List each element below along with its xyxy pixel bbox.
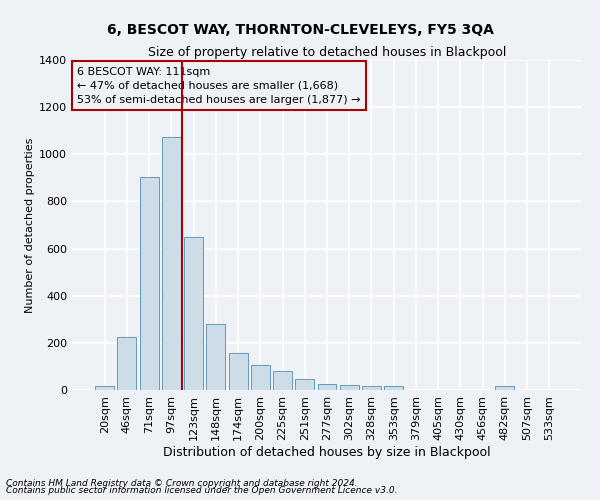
Bar (162, 136, 181, 390)
Bar (317, 384, 337, 390)
Bar (140, 176, 158, 390)
Bar (384, 386, 403, 390)
Text: Contains public sector information licensed under the Open Government Licence v3: Contains public sector information licen… (6, 486, 398, 495)
Text: 6, BESCOT WAY, THORNTON-CLEVELEYS, FY5 3QA: 6, BESCOT WAY, THORNTON-CLEVELEYS, FY5 3… (107, 22, 493, 36)
Bar (273, 371, 292, 390)
X-axis label: Distribution of detached houses by size in Blackpool: Distribution of detached houses by size … (163, 446, 491, 458)
Y-axis label: Number of detached properties: Number of detached properties (25, 138, 35, 312)
Bar (251, 364, 270, 390)
Bar (118, 337, 136, 390)
Title: Size of property relative to detached houses in Blackpool: Size of property relative to detached ho… (148, 46, 506, 59)
Bar (340, 386, 359, 390)
Bar (184, 238, 203, 390)
Bar (95, 386, 114, 390)
Bar (295, 379, 314, 390)
Text: Contains HM Land Registry data © Crown copyright and database right 2024.: Contains HM Land Registry data © Crown c… (6, 478, 358, 488)
Bar (229, 354, 248, 390)
Bar (496, 386, 514, 390)
Text: 6 BESCOT WAY: 111sqm
← 47% of detached houses are smaller (1,668)
53% of semi-de: 6 BESCOT WAY: 111sqm ← 47% of detached h… (77, 66, 361, 104)
Bar (206, 324, 225, 390)
Bar (362, 386, 381, 390)
